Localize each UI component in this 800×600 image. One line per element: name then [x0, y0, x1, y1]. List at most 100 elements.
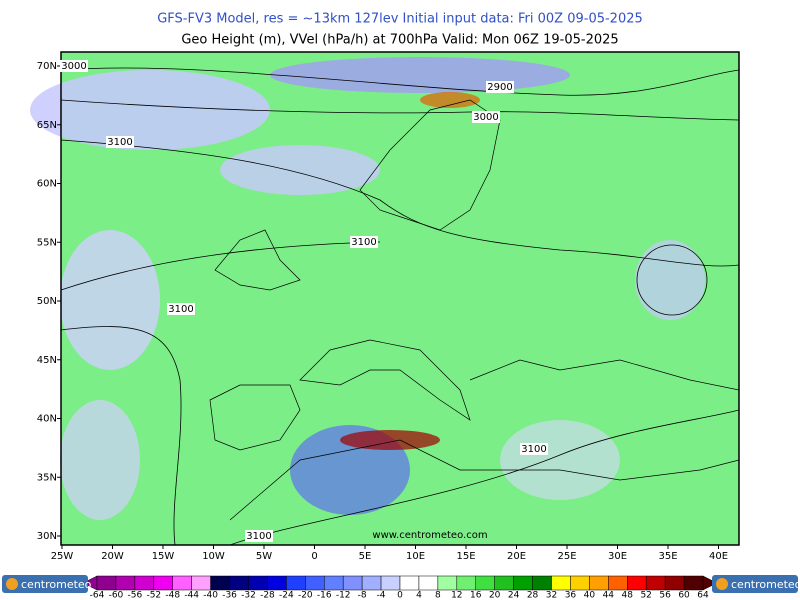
colorbar-swatch — [172, 575, 192, 591]
coastline — [214, 229, 301, 291]
colorbar-swatch — [494, 575, 514, 591]
lat-label: 70N — [37, 61, 57, 72]
colorbar-label: -60 — [109, 591, 124, 600]
colorbar-label: 32 — [546, 591, 557, 600]
field-blob — [270, 57, 570, 93]
lon-label: 40E — [709, 551, 728, 562]
contour-line — [60, 67, 740, 96]
contour-label-bg — [60, 60, 88, 72]
colorbar-label: 8 — [435, 591, 441, 600]
colorbar-swatch — [248, 575, 268, 591]
colorbar-label: -52 — [146, 591, 161, 600]
colorbar-swatch — [627, 575, 647, 591]
colorbar-label: 0 — [397, 591, 403, 600]
colorbar-label: -8 — [358, 591, 367, 600]
colorbar-label: -12 — [336, 591, 351, 600]
colorbar-swatch — [305, 575, 325, 591]
field-blob — [60, 400, 140, 520]
colorbar-swatch — [418, 575, 439, 591]
colorbar-swatch — [664, 575, 685, 591]
contour-label: 3000 — [61, 61, 86, 72]
lon-label: 15W — [152, 551, 175, 562]
watermark: www.centrometeo.com — [372, 530, 487, 541]
logo-box — [2, 575, 88, 593]
colorbar-label: -48 — [165, 591, 180, 600]
lon-label: 20W — [101, 551, 124, 562]
colorbar-swatch — [267, 575, 287, 591]
colorbar-label: 24 — [508, 591, 520, 600]
lat-label: 55N — [37, 237, 57, 248]
contour-label-bg — [106, 136, 134, 148]
colorbar-swatch — [608, 575, 628, 591]
colorbar-label: -28 — [260, 591, 275, 600]
colorbar-label: -24 — [279, 591, 294, 600]
colorbar-swatch — [437, 575, 458, 591]
colorbar-label: -4 — [377, 591, 386, 600]
field-blob — [340, 430, 440, 450]
colorbar-swatch — [532, 575, 552, 591]
colorbar-label: -32 — [241, 591, 256, 600]
lat-label: 50N — [37, 296, 57, 307]
colorbar-label: 12 — [451, 591, 462, 600]
colorbar-swatch — [134, 575, 155, 591]
contour-label-bg — [245, 530, 273, 542]
contour-label: 3100 — [351, 237, 376, 248]
coastline — [209, 384, 301, 451]
colorbar-swatch — [324, 575, 344, 591]
colorbar-label: 64 — [697, 591, 709, 600]
logos: centrometeo centrometeo — [2, 575, 800, 593]
lat-label: 35N — [37, 472, 57, 483]
colorbar-label: -36 — [222, 591, 237, 600]
colorbar-swatch — [286, 575, 306, 591]
contour-label-bg — [486, 81, 514, 93]
colorbar-label: -56 — [128, 591, 143, 600]
colorbar-label: 60 — [678, 591, 690, 600]
colorbar-swatch — [229, 575, 249, 591]
lon-label: 25W — [51, 551, 74, 562]
contour-label: 2900 — [487, 82, 512, 93]
colorbar-label: -44 — [184, 591, 199, 600]
colorbar-swatch — [475, 575, 495, 591]
colorbar-swatch — [361, 575, 382, 591]
colorbar-swatch — [399, 575, 420, 591]
coastline — [469, 359, 740, 391]
map-frame — [60, 51, 740, 546]
colorbar-swatch — [153, 575, 173, 591]
header-line2: Geo Height (m), VVel (hPa/h) at 700hPa V… — [181, 33, 618, 48]
lat-label: 40N — [37, 414, 57, 425]
contour-label-bg — [520, 443, 548, 455]
colorbar-label: 16 — [470, 591, 482, 600]
logo-icon — [716, 578, 728, 590]
colorbar-swatch — [513, 575, 533, 591]
colorbar-swatch — [96, 575, 117, 591]
logo-icon — [6, 578, 18, 590]
lon-label: 25E — [557, 551, 576, 562]
contour-line — [60, 241, 381, 291]
field-blob — [220, 145, 380, 195]
field-blob — [30, 70, 270, 150]
lon-label: 5W — [256, 551, 272, 562]
contour-label-bg — [472, 111, 500, 123]
lat-label: 45N — [37, 355, 57, 366]
logo-box — [712, 575, 798, 593]
field-blob — [635, 240, 705, 320]
lat-label: 65N — [37, 120, 57, 131]
colorbar-label: 36 — [565, 591, 577, 600]
colorbar-swatch — [645, 575, 666, 591]
contour-labels: 3000 2900 3000 3100 3100 3100 3100 3100 — [60, 60, 548, 542]
lon-label: 35E — [658, 551, 677, 562]
field-blob — [60, 230, 160, 370]
colorbar-label: 56 — [659, 591, 671, 600]
colorbar-label: -16 — [317, 591, 332, 600]
contour-label: 3000 — [473, 112, 498, 123]
colorbar-swatch — [191, 575, 211, 591]
colorbar-swatch — [115, 575, 136, 591]
colorbar-swatch — [210, 575, 230, 591]
coastline — [229, 439, 740, 521]
lat-label: 30N — [37, 531, 57, 542]
contour-label: 3100 — [521, 444, 546, 455]
coastlines — [209, 99, 740, 521]
logo-text: centrometeo — [731, 578, 800, 591]
lon-label: 10E — [406, 551, 425, 562]
